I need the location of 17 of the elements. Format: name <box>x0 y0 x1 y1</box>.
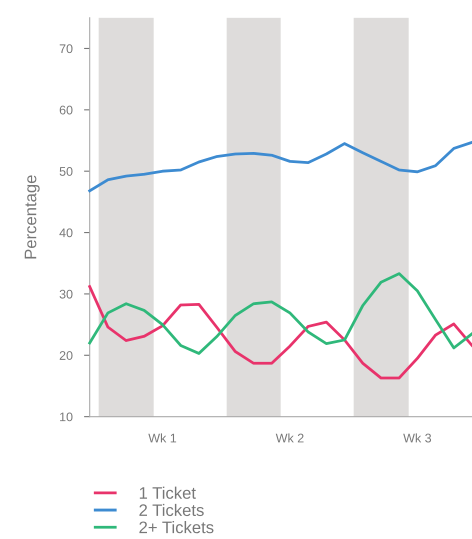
y-axis-title: Percentage <box>24 175 40 258</box>
y-tick-label: 60 <box>60 106 73 114</box>
x-tick-label: Wk 2 <box>276 433 304 442</box>
y-tick-label: 30 <box>60 290 73 299</box>
line-series <box>88 285 472 380</box>
legend-label: 2 Tickets <box>139 504 204 516</box>
legend-label: 2+ Tickets <box>139 521 214 534</box>
y-tick-label: 50 <box>60 166 73 176</box>
y-tick-label: 40 <box>59 228 73 238</box>
y-tick-label: 20 <box>60 351 73 360</box>
x-tick-label: Wk 3 <box>403 433 432 442</box>
x-tick-label: Wk 1 <box>148 433 176 442</box>
line-series <box>88 140 472 192</box>
y-tick-label: 70 <box>60 44 73 54</box>
line-series <box>88 272 472 355</box>
y-tick-label: 10 <box>60 412 73 422</box>
legend-label: 1 Ticket <box>140 486 196 499</box>
